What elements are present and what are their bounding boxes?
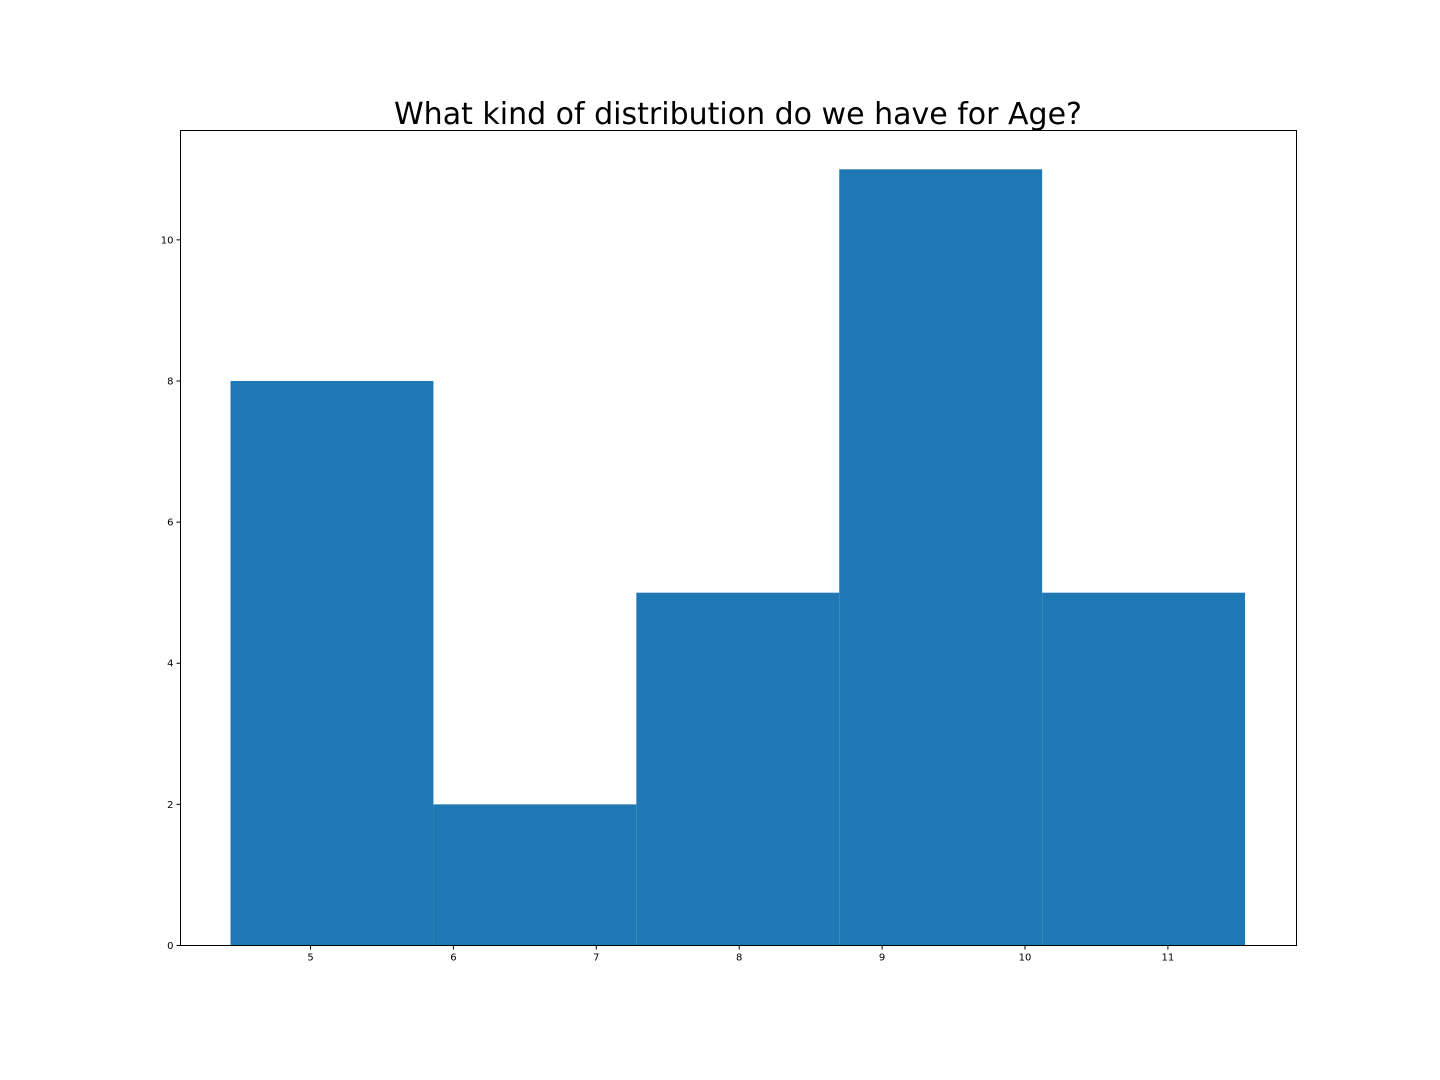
bars-layer [230, 169, 1246, 946]
x-tick-label: 5 [307, 953, 313, 964]
y-tick-label: 8 [167, 376, 173, 387]
histogram-bar-3 [636, 592, 840, 946]
histogram-bar-2 [433, 804, 637, 946]
x-axis: 5 6 7 8 9 10 11 [307, 945, 1175, 964]
y-tick-label: 0 [167, 941, 173, 952]
x-tick-label: 7 [593, 953, 599, 964]
x-tick-label: 6 [450, 953, 456, 964]
histogram-bar-5 [1042, 592, 1246, 946]
y-tick-label: 2 [167, 800, 173, 811]
y-axis: 0 2 4 6 8 10 [161, 235, 181, 952]
x-tick-label: 10 [1019, 953, 1032, 964]
chart-title: What kind of distribution do we have for… [394, 97, 1082, 132]
x-tick-label: 11 [1162, 953, 1175, 964]
y-tick-label: 10 [161, 235, 174, 246]
histogram-bar-4 [839, 169, 1043, 946]
x-tick-label: 9 [879, 953, 885, 964]
y-tick-label: 4 [167, 659, 173, 670]
histogram-bar-1 [230, 380, 434, 946]
y-tick-label: 6 [167, 518, 173, 529]
plot-frame [180, 130, 1297, 946]
x-tick-label: 8 [736, 953, 742, 964]
